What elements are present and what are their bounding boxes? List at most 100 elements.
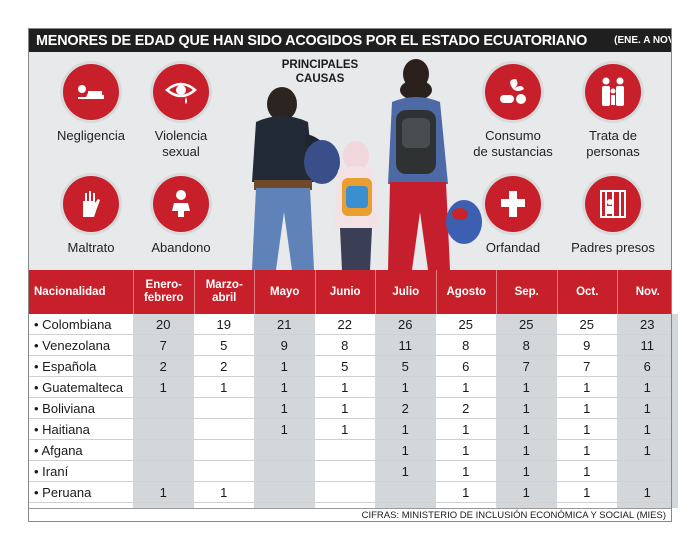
column-header: Enero- febrero	[133, 270, 194, 314]
value-cell: 21	[277, 317, 292, 332]
value-cell: 1	[522, 422, 530, 437]
value-cell: 1	[159, 380, 167, 395]
cause-maltrato: Maltrato	[36, 176, 146, 256]
value-cell: 8	[522, 338, 530, 353]
pills-leaf-icon	[485, 64, 541, 120]
lying-person-icon	[63, 64, 119, 120]
value-cell: 25	[519, 317, 534, 332]
value-cell: 11	[398, 338, 413, 353]
table-body: • Colombiana 20 19 21 22 26 25 25 25 23 • Venezola…	[28, 314, 678, 508]
value-cell: 1	[643, 401, 651, 416]
value-cell: 23	[640, 317, 655, 332]
table-row: • Afgana 1 1 1 1 1	[28, 440, 672, 461]
table-row: • Iraní 1 1 1 1	[28, 461, 672, 482]
nationality-cell: • Iraní	[34, 464, 69, 479]
cross-icon	[485, 176, 541, 232]
value-cell: 7	[583, 359, 591, 374]
value-cell: 9	[583, 338, 591, 353]
value-cell: 1	[462, 464, 470, 479]
nationality-cell: • Española	[34, 359, 97, 374]
column-header: Agosto	[435, 270, 497, 314]
value-cell	[254, 461, 315, 482]
value-cell	[194, 440, 255, 461]
column-shade	[133, 314, 194, 508]
value-cell: 1	[583, 380, 591, 395]
value-cell: 8	[462, 338, 470, 353]
nationality-cell: • Guatemalteca	[34, 380, 124, 395]
value-cell: 1	[643, 485, 651, 500]
value-cell: 1	[401, 380, 409, 395]
column-header: Oct.	[556, 270, 618, 314]
value-cell: 26	[398, 317, 413, 332]
table-row: • Española 2 2 1 5 5 6 7 7 6	[28, 356, 672, 377]
value-cell: 1	[401, 464, 409, 479]
value-cell: 1	[462, 422, 470, 437]
value-cell: 1	[462, 485, 470, 500]
source-note: CIFRAS: MINISTERIO DE INCLUSIÓN ECONÓMIC…	[28, 508, 672, 522]
page-title: MENORES DE EDAD QUE HAN SIDO ACOGIDOS PO…	[36, 31, 588, 49]
value-cell: 1	[220, 485, 228, 500]
causes-panel: PRINCIPALES CAUSAS Negligencia Violencia…	[28, 52, 672, 270]
value-cell: 1	[280, 401, 288, 416]
family-icon	[585, 64, 641, 120]
value-cell: 9	[280, 338, 288, 353]
crying-eye-icon	[153, 64, 209, 120]
table-row: • Colombiana 20 19 21 22 26 25 25 25 23	[28, 314, 672, 335]
cause-consumo-sustancias: Consumo de sustancias	[458, 64, 568, 160]
value-cell	[194, 398, 255, 419]
value-cell: 25	[579, 317, 594, 332]
value-cell: 1	[522, 464, 530, 479]
column-header: Mayo	[254, 270, 315, 314]
column-shade	[496, 314, 557, 508]
column-header: Nov.	[617, 270, 678, 314]
cause-trata-personas: Trata de personas	[558, 64, 668, 160]
value-cell	[194, 419, 255, 440]
column-header: Julio	[375, 270, 436, 314]
value-cell: 1	[643, 422, 651, 437]
column-header-nacionalidad: Nacionalidad	[34, 285, 106, 298]
cause-label: Negligencia	[57, 128, 125, 143]
cause-label: Orfandad	[485, 240, 541, 255]
column-header: Sep.	[496, 270, 557, 314]
column-header: Marzo- abril	[193, 270, 255, 314]
causes-heading: PRINCIPALES CAUSAS	[281, 59, 359, 85]
value-cell: 5	[341, 359, 349, 374]
nationality-cell: • Boliviana	[34, 401, 95, 416]
raised-hand-icon	[63, 176, 119, 232]
family-photo	[252, 59, 482, 270]
value-cell	[254, 440, 315, 461]
title-bar: MENORES DE EDAD QUE HAN SIDO ACOGIDOS PO…	[28, 28, 672, 52]
value-cell	[315, 482, 376, 503]
value-cell: 6	[462, 359, 470, 374]
table-header: Nacionalidad Enero- febrero Marzo- abril Ma…	[28, 270, 672, 314]
value-cell	[133, 461, 194, 482]
table-row: • Venezolana 7 5 9 8 11 8 8 9 11	[28, 335, 672, 356]
value-cell: 1	[583, 443, 591, 458]
cause-label: Abandono	[151, 240, 211, 255]
cause-label: Violencia sexual	[154, 128, 208, 159]
cause-label: Padres presos	[571, 240, 655, 255]
column-shade	[254, 314, 315, 508]
cause-orfandad: Orfandad	[458, 176, 568, 256]
value-cell: 1	[583, 485, 591, 500]
value-cell: 19	[216, 317, 231, 332]
nationality-cell: • Afgana	[34, 443, 83, 458]
value-cell: 1	[401, 422, 409, 437]
value-cell: 1	[643, 443, 651, 458]
value-cell: 11	[640, 338, 655, 353]
value-cell	[375, 482, 436, 503]
value-cell: 1	[341, 422, 349, 437]
value-cell: 1	[159, 485, 167, 500]
value-cell: 1	[522, 401, 530, 416]
column-shade	[617, 314, 678, 508]
jail-icon	[585, 176, 641, 232]
value-cell: 1	[401, 443, 409, 458]
value-cell: 1	[583, 401, 591, 416]
value-cell: 1	[522, 485, 530, 500]
value-cell: 1	[462, 380, 470, 395]
table-row: • Guatemalteca 1 1 1 1 1 1 1 1 1	[28, 377, 672, 398]
value-cell: 1	[220, 380, 228, 395]
value-cell: 1	[341, 380, 349, 395]
value-cell: 7	[522, 359, 530, 374]
